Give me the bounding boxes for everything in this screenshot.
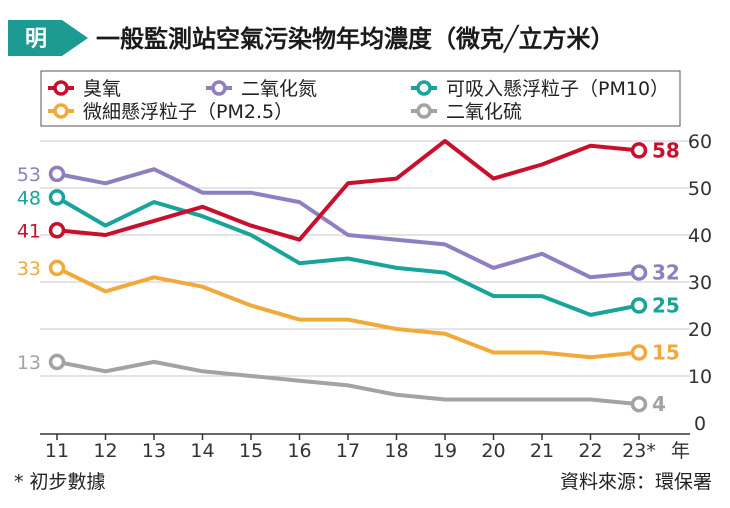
series-start-label: 33 [17, 258, 41, 280]
legend-item: 二氧化硫 [411, 101, 522, 123]
x-axis: 11 12 13 14 15 16 17 18 19 20 21 22 23* 年 [40, 433, 690, 462]
y-tick-label: 10 [688, 366, 712, 388]
x-axis-unit: 年 [671, 440, 690, 462]
x-tick-label: 13 [142, 440, 166, 462]
footer: * 初步數據 資料來源：環保署 [14, 471, 712, 493]
series-end-label: 25 [652, 294, 680, 318]
legend-label: 臭氧 [83, 78, 121, 100]
legend-swatch-marker [53, 80, 69, 96]
series-end-label: 58 [652, 138, 680, 162]
series-end-label: 32 [652, 261, 680, 285]
header: 明 一般監測站空氣污染物年均濃度（微克╱立方米） [8, 20, 614, 56]
series-marker [630, 395, 648, 413]
y-tick-label: 40 [688, 225, 712, 247]
legend-label: 二氧化硫 [446, 101, 522, 123]
series-marker [630, 264, 648, 281]
x-tick-label: 20 [481, 440, 505, 462]
y-tick-label: 50 [688, 178, 712, 200]
series-start-label: 53 [17, 164, 41, 186]
series-end-label: 4 [652, 392, 666, 416]
y-tick-label: 30 [688, 272, 712, 294]
series-line [55, 167, 641, 280]
series-end-label: 15 [652, 341, 680, 365]
source-note: 資料來源：環保署 [560, 471, 712, 493]
series-marker [48, 189, 66, 206]
series-line [55, 359, 641, 407]
legend-swatch-marker [211, 80, 227, 96]
series-line [55, 195, 641, 317]
legend-item: 臭氧 [48, 78, 121, 100]
series-line [55, 265, 641, 360]
x-tick-label: 14 [190, 440, 214, 462]
x-tick-label: 12 [93, 440, 117, 462]
logo-badge [8, 20, 88, 56]
series-line [55, 139, 641, 242]
legend-label: 可吸入懸浮粒子（PM10） [446, 78, 669, 100]
legend-swatch-marker [53, 103, 69, 119]
x-tick-label: 19 [433, 440, 457, 462]
series-marker [630, 297, 648, 314]
x-tick-label: 22 [578, 440, 602, 462]
x-tick-label: 17 [336, 440, 360, 462]
legend: 臭氧 二氧化氮 可吸入懸浮粒子（PM10） 微細懸浮粒子（PM2.5） 二氧化硫 [40, 70, 681, 127]
x-tick-label: 11 [45, 440, 69, 462]
legend-box [40, 70, 681, 127]
legend-item: 微細懸浮粒子（PM2.5） [48, 101, 293, 123]
series-marker [630, 344, 648, 361]
y-tick-label: 0 [694, 413, 706, 435]
footnote: * 初步數據 [14, 471, 106, 493]
x-tick-label: 23* [622, 440, 656, 462]
legend-item: 可吸入懸浮粒子（PM10） [411, 78, 669, 100]
legend-swatch-marker [416, 103, 432, 119]
x-tick-label: 21 [530, 440, 554, 462]
series-start-label: 13 [17, 352, 41, 374]
series-marker [48, 259, 66, 277]
chart-title: 一般監測站空氣污染物年均濃度（微克╱立方米） [96, 24, 614, 53]
legend-item: 二氧化氮 [206, 78, 317, 100]
legend-label: 二氧化氮 [241, 78, 317, 100]
series-marker [48, 353, 66, 371]
logo-char: 明 [25, 27, 47, 52]
legend-swatch-marker [416, 80, 432, 96]
x-tick-label: 18 [384, 440, 408, 462]
x-tick-label: 16 [287, 440, 311, 462]
series-start-label: 48 [17, 187, 41, 209]
series-marker [48, 165, 66, 183]
y-tick-label: 20 [688, 319, 712, 341]
series-start-label: 41 [17, 220, 41, 242]
y-tick-label: 60 [688, 131, 712, 153]
series-marker [48, 222, 66, 239]
legend-label: 微細懸浮粒子（PM2.5） [83, 101, 293, 123]
x-tick-label: 15 [239, 440, 263, 462]
series-marker [630, 142, 648, 159]
